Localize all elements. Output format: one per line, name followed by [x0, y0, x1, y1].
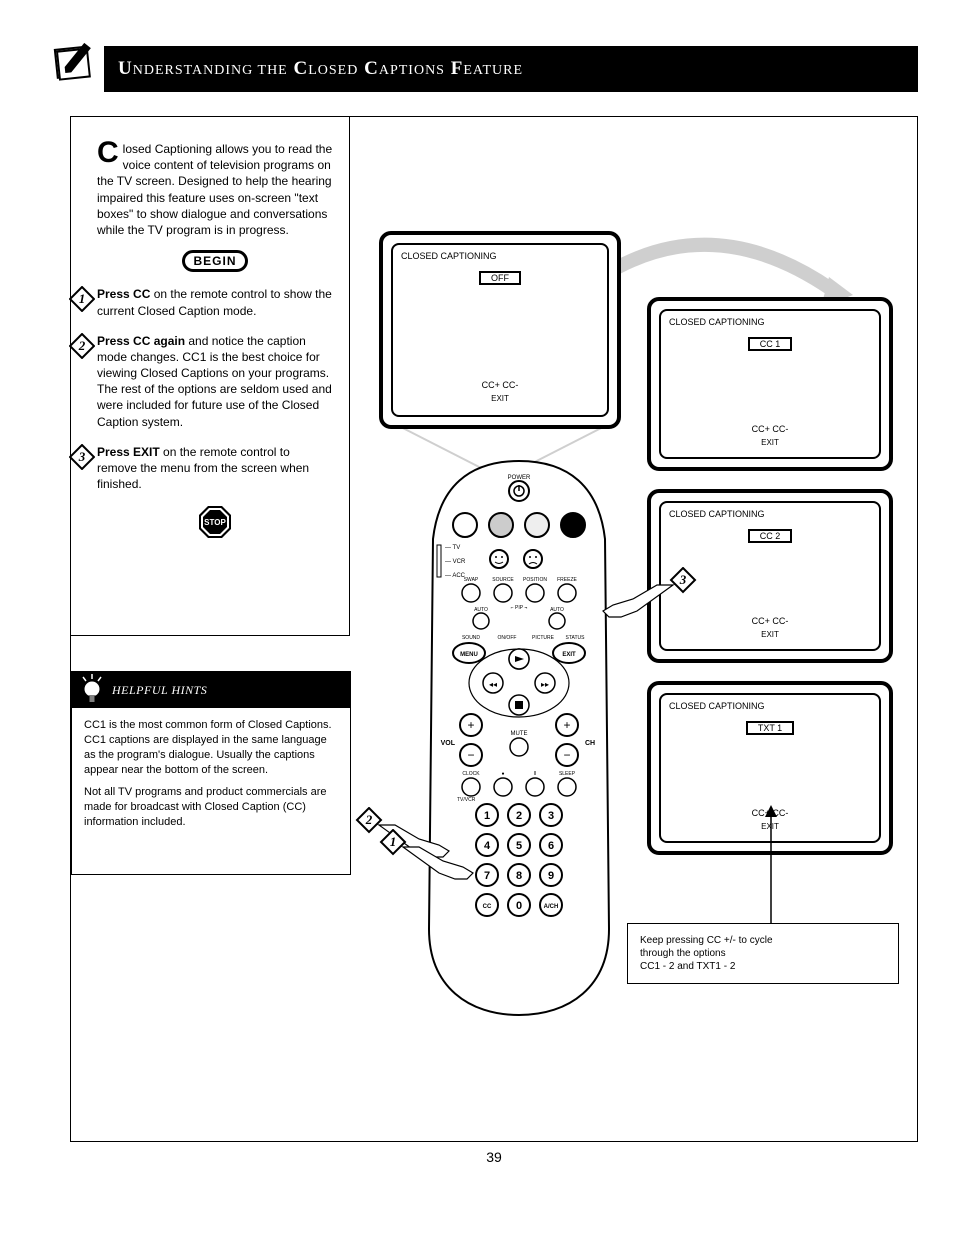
- svg-text:1: 1: [390, 834, 397, 849]
- svg-text:2: 2: [516, 810, 522, 822]
- svg-text:−: −: [467, 748, 474, 762]
- tv-screen-cc1: CLOSED CAPTIONING CC 1 CC+ CC- EXIT: [647, 297, 893, 471]
- svg-text:— ACC: — ACC: [445, 573, 466, 579]
- stop-badge-icon: STOP: [197, 504, 233, 540]
- steps-card: C losed Captioning allows you to read th…: [71, 117, 350, 636]
- lightbulb-icon: [72, 674, 112, 706]
- step-number-3-icon: 3: [69, 444, 95, 470]
- pointer-hand-1-icon: 1: [379, 829, 489, 889]
- svg-text:6: 6: [548, 840, 554, 852]
- svg-text:SOURCE: SOURCE: [492, 577, 514, 583]
- svg-text:⌐ PIP ¬: ⌐ PIP ¬: [511, 605, 528, 611]
- svg-text:9: 9: [548, 870, 554, 882]
- svg-text:CLOCK: CLOCK: [462, 771, 480, 777]
- helpful-hints-card: HELPFUL HINTS CC1 is the most common for…: [71, 671, 351, 875]
- svg-text:TV/VCR: TV/VCR: [457, 797, 476, 803]
- step-1: 1 Press CC on the remote control to show…: [97, 286, 333, 318]
- svg-text:◂◂: ◂◂: [489, 680, 497, 689]
- svg-text:— TV: — TV: [445, 545, 460, 551]
- svg-text:FREEZE: FREEZE: [557, 577, 577, 583]
- title-seg: U: [118, 58, 133, 79]
- helpful-title: HELPFUL HINTS: [112, 683, 207, 698]
- svg-text:2: 2: [78, 338, 86, 353]
- remote-control: POWER — TV — VCR — ACC SWAPSOURCEPOSITIO…: [409, 459, 629, 1019]
- svg-text:SLEEP: SLEEP: [559, 771, 576, 777]
- intro-text: C losed Captioning allows you to read th…: [97, 141, 333, 238]
- svg-text:SOUND: SOUND: [462, 635, 480, 641]
- svg-text:+: +: [467, 718, 474, 732]
- svg-text:MENU: MENU: [460, 652, 478, 658]
- arrow-up-icon: [761, 805, 781, 925]
- step-number-1-icon: 1: [69, 286, 95, 312]
- pointer-hand-3-icon: 3: [587, 567, 697, 627]
- svg-text:2: 2: [365, 812, 373, 827]
- helpful-p1: CC1 is the most common form of Closed Ca…: [84, 719, 332, 776]
- stop-label: STOP: [204, 518, 226, 527]
- svg-text:VOL: VOL: [441, 740, 456, 747]
- svg-text:II: II: [534, 771, 537, 777]
- svg-text:AUTO: AUTO: [474, 607, 488, 613]
- cycle-note: Keep pressing CC +/- to cycle through th…: [627, 923, 899, 984]
- svg-text:PICTURE: PICTURE: [532, 635, 555, 641]
- svg-text:1: 1: [79, 291, 86, 306]
- svg-text:5: 5: [516, 840, 522, 852]
- tv-screen-main: CLOSED CAPTIONING OFF CC+ CC- EXIT: [379, 231, 621, 429]
- svg-text:— VCR: — VCR: [445, 559, 466, 565]
- svg-text:−: −: [563, 748, 570, 762]
- svg-text:+: +: [563, 718, 570, 732]
- svg-text:CH: CH: [585, 740, 595, 747]
- step-number-2-icon: 2: [69, 333, 95, 359]
- svg-text:3: 3: [548, 810, 554, 822]
- svg-text:3: 3: [78, 449, 86, 464]
- step-3: 3 Press EXIT on the remote control to re…: [97, 444, 333, 493]
- svg-text:ON/OFF: ON/OFF: [498, 635, 517, 641]
- svg-text:CC: CC: [483, 904, 492, 910]
- svg-text:SWAP: SWAP: [464, 577, 479, 583]
- svg-text:MUTE: MUTE: [511, 731, 528, 737]
- svg-text:AUTO: AUTO: [550, 607, 564, 613]
- svg-text:▸▸: ▸▸: [541, 680, 549, 689]
- svg-text:A/CH: A/CH: [544, 904, 559, 910]
- svg-text:STATUS: STATUS: [566, 635, 586, 641]
- begin-badge: BEGIN: [182, 250, 247, 272]
- svg-text:0: 0: [516, 900, 522, 912]
- svg-text:3: 3: [679, 572, 687, 587]
- svg-text:8: 8: [516, 870, 522, 882]
- svg-text:POSITION: POSITION: [523, 577, 547, 583]
- svg-text:EXIT: EXIT: [562, 652, 576, 658]
- svg-text:●: ●: [501, 771, 504, 777]
- helpful-p2: Not all TV programs and product commerci…: [84, 786, 327, 828]
- memo-icon: [50, 36, 98, 84]
- page-number: 39: [71, 1149, 917, 1165]
- svg-text:1: 1: [484, 810, 490, 822]
- page-title-bar: UNDERSTANDING THE CLOSED CAPTIONS FEATUR…: [104, 46, 918, 92]
- main-frame: C losed Captioning allows you to read th…: [70, 116, 918, 1142]
- step-2: 2 Press CC again and notice the caption …: [97, 333, 333, 430]
